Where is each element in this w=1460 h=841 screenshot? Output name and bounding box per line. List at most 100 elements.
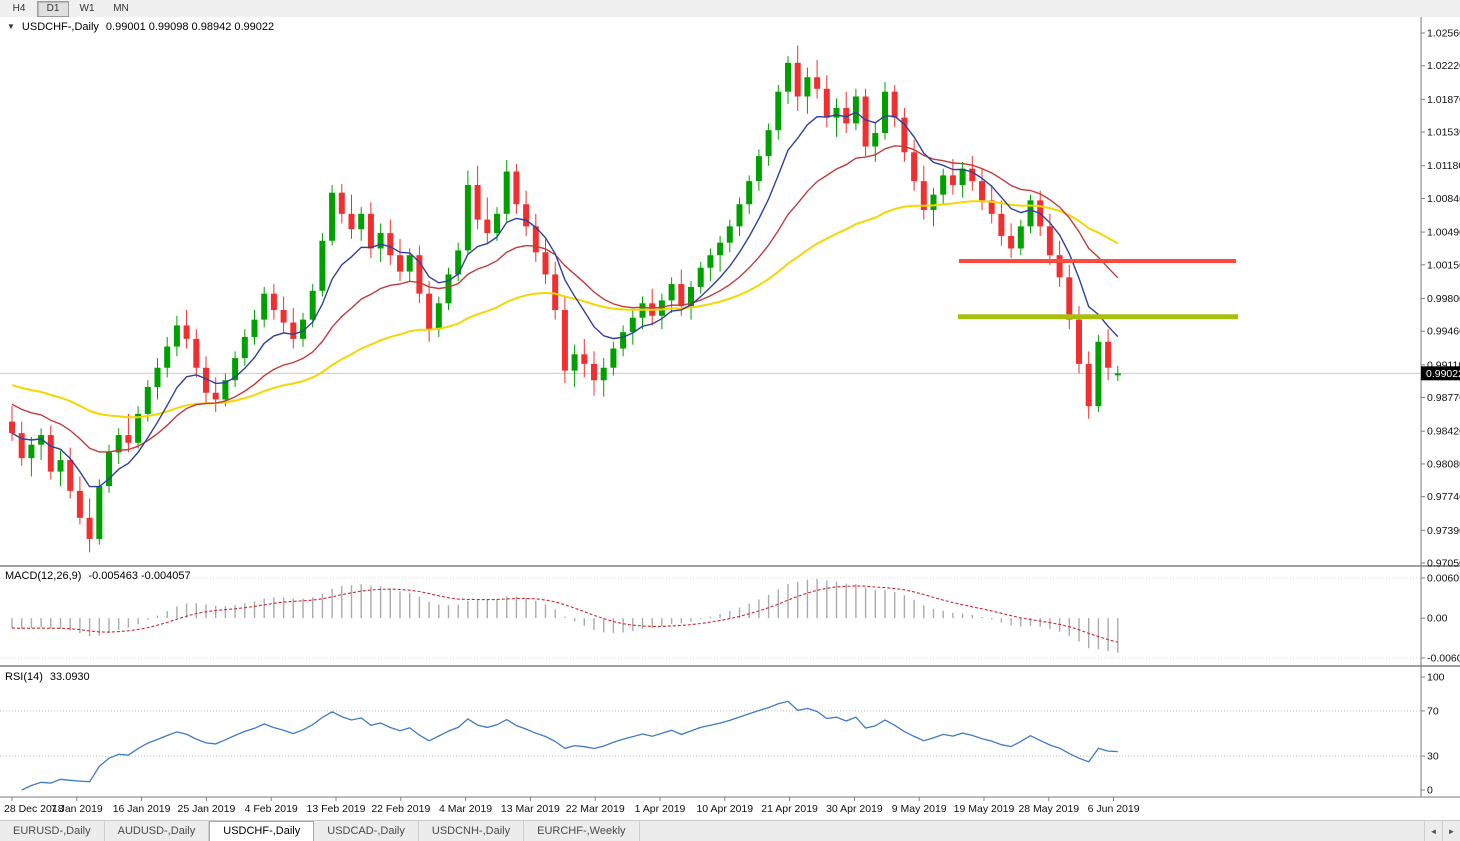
chart-menu-icon[interactable]: ▼: [7, 22, 15, 31]
macd-scale[interactable]: 0.006054 0.00 -0.006011: [1421, 573, 1460, 665]
chart-tab-eurchf[interactable]: EURCHF-,Weekly: [524, 821, 640, 841]
timeframe-button-w1[interactable]: W1: [79, 3, 95, 14]
candle: [241, 329, 248, 366]
candle: [940, 168, 947, 205]
candle: [668, 277, 675, 313]
candle: [823, 75, 830, 128]
svg-text:28 Dec 2018: 28 Dec 2018: [4, 803, 64, 815]
svg-text:21 Apr 2019: 21 Apr 2019: [761, 803, 818, 815]
candle: [600, 358, 607, 397]
candle: [406, 248, 413, 282]
rsi-scale[interactable]: 100 70 30 0: [1421, 672, 1445, 797]
candle: [736, 197, 743, 236]
candle: [1095, 335, 1102, 412]
chart-tab-usdcad[interactable]: USDCAD-,Daily: [314, 821, 419, 841]
candle: [435, 296, 442, 337]
candle: [387, 219, 394, 265]
svg-text:1.02220: 1.02220: [1427, 60, 1460, 72]
svg-text:70: 70: [1427, 705, 1439, 717]
candle: [561, 296, 568, 384]
candle: [484, 197, 491, 243]
candle: [1056, 240, 1063, 287]
candle: [571, 344, 578, 387]
candle: [688, 281, 694, 320]
candle: [979, 168, 985, 210]
svg-text:16 Jan 2019: 16 Jan 2019: [113, 803, 171, 815]
macd-signal-line: [11, 585, 1118, 643]
candle: [920, 165, 927, 220]
candle: [814, 59, 821, 99]
svg-text:1 Apr 2019: 1 Apr 2019: [635, 803, 686, 815]
svg-text:1.01180: 1.01180: [1427, 160, 1460, 172]
svg-text:6 Jun 2019: 6 Jun 2019: [1088, 803, 1140, 815]
svg-text:19 May 2019: 19 May 2019: [954, 803, 1015, 815]
candle: [416, 245, 423, 304]
candle: [28, 436, 35, 477]
ma-fast-line[interactable]: [11, 111, 1119, 488]
candle: [775, 84, 782, 140]
svg-text:0: 0: [1427, 785, 1433, 797]
candle: [523, 190, 530, 236]
candle: [377, 223, 384, 262]
rsi-indicator-value: 33.0930: [49, 671, 90, 683]
candle: [998, 200, 1005, 246]
candle: [988, 184, 995, 224]
candle: [309, 284, 316, 328]
svg-text:0.006054: 0.006054: [1427, 573, 1460, 585]
candle: [164, 336, 171, 378]
svg-text:1.00840: 1.00840: [1427, 193, 1460, 205]
current-price-tag: 0.99022: [1421, 366, 1460, 381]
candle: [47, 425, 54, 480]
candle: [697, 261, 704, 294]
candle: [57, 450, 64, 487]
chart-tab-usdchf[interactable]: USDCHF-,Daily: [209, 821, 315, 841]
chart-tab-eurusd[interactable]: EURUSD-,Daily: [0, 821, 105, 841]
macd-indicator-label: MACD(12,26,9) -0.005463 -0.004057: [5, 570, 191, 582]
candle: [154, 358, 161, 400]
price-chart[interactable]: 1.02560 1.02220 1.01870 1.01530 1.01180 1.008…: [0, 17, 1460, 822]
svg-text:1.01870: 1.01870: [1427, 94, 1460, 106]
scroll-left-icon[interactable]: ◄: [1424, 821, 1442, 841]
candle: [173, 315, 180, 357]
candle: [9, 406, 15, 441]
candle: [581, 338, 588, 378]
candle: [930, 187, 937, 227]
svg-text:7 Jan 2019: 7 Jan 2019: [51, 803, 103, 815]
candle: [1017, 219, 1024, 256]
candle: [261, 286, 268, 328]
candle: [67, 447, 74, 499]
timeframe-button-mn[interactable]: MN: [113, 3, 129, 14]
price-scale[interactable]: 1.02560 1.02220 1.01870 1.01530 1.01180 1.008…: [1421, 28, 1460, 570]
timeframe-toolbar: H4 D1 W1 MN: [0, 0, 1460, 18]
candlestick-series: [9, 45, 1121, 553]
svg-text:22 Mar 2019: 22 Mar 2019: [566, 803, 625, 815]
ma-medium-line[interactable]: [11, 145, 1119, 453]
rsi-indicator-label: RSI(14) 33.0930: [5, 671, 90, 683]
chart-tab-audusd[interactable]: AUDUSD-,Daily: [105, 821, 210, 841]
timeframe-button-h4[interactable]: H4: [12, 3, 26, 14]
candle: [183, 310, 190, 349]
svg-text:10 Apr 2019: 10 Apr 2019: [696, 803, 753, 815]
candle: [135, 406, 142, 449]
candle: [1027, 194, 1034, 234]
candle: [785, 56, 791, 105]
candle: [949, 159, 956, 195]
candle: [232, 351, 239, 387]
tab-scroll-controls: ◄ ►: [1424, 821, 1460, 841]
svg-text:4 Mar 2019: 4 Mar 2019: [439, 803, 492, 815]
timeframe-button-d1[interactable]: D1: [37, 0, 69, 17]
scroll-right-icon[interactable]: ►: [1442, 821, 1460, 841]
candle: [629, 310, 636, 345]
candle: [591, 351, 597, 396]
candle: [542, 238, 549, 285]
candle: [338, 184, 345, 224]
macd-indicator-name: MACD(12,26,9): [5, 570, 82, 582]
chart-tab-usdcnh[interactable]: USDCNH-,Daily: [419, 821, 525, 841]
candle: [862, 88, 869, 157]
